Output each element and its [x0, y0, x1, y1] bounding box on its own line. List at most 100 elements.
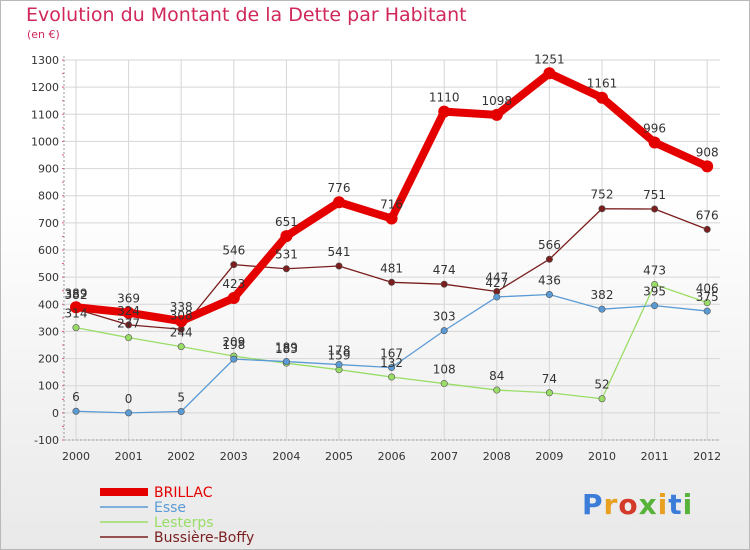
data-point	[545, 389, 553, 397]
data-point	[701, 160, 714, 173]
data-label: 209	[222, 335, 245, 349]
y-tick-label: 400	[38, 298, 59, 311]
data-label: 74	[542, 372, 557, 386]
logo-letter: i	[657, 488, 669, 521]
chart-unit-label: (en €)	[27, 28, 60, 41]
y-tick-label: -100	[34, 434, 59, 447]
data-label: 908	[696, 145, 719, 159]
y-tick-label: 700	[38, 217, 59, 230]
data-label: 382	[65, 288, 88, 302]
logo-letter: i	[682, 488, 694, 521]
y-tick-label: 300	[38, 325, 59, 338]
x-tick-label: 2009	[535, 450, 563, 463]
data-label: 395	[643, 285, 666, 299]
data-label: 436	[538, 274, 561, 288]
data-point	[440, 327, 448, 335]
y-tick-label: 800	[38, 190, 59, 203]
data-point	[177, 407, 185, 415]
data-label: 324	[117, 304, 140, 318]
data-label: 369	[117, 292, 140, 306]
data-point	[125, 409, 133, 417]
data-point	[230, 355, 238, 363]
legend-label-1: Esse	[154, 500, 186, 516]
data-label: 375	[696, 290, 719, 304]
data-point	[651, 302, 659, 310]
axes: -100 0 100 200 300 400 500 600 700 800 900 1000 1100…	[31, 54, 721, 463]
data-point	[493, 293, 501, 301]
data-label: 308	[170, 308, 193, 322]
legend-label-2: Lesterps	[154, 515, 214, 531]
data-point	[703, 307, 711, 315]
data-label: 447	[485, 271, 508, 285]
data-label: 178	[328, 344, 351, 358]
data-label: 108	[433, 363, 456, 377]
data-label: 531	[275, 248, 298, 262]
y-tick-label: 1200	[31, 81, 59, 94]
data-label: 314	[65, 307, 88, 321]
data-label: 52	[594, 378, 609, 392]
y-tick-label: 100	[38, 380, 59, 393]
y-tick-label: 0	[52, 407, 59, 420]
x-tick-label: 2012	[693, 450, 721, 463]
data-label: 751	[643, 188, 666, 202]
data-point	[490, 108, 503, 121]
y-tick-label: 500	[38, 271, 59, 284]
data-point	[545, 291, 553, 299]
x-tick-label: 2006	[378, 450, 406, 463]
y-tick-label: 900	[38, 163, 59, 176]
data-point	[598, 395, 606, 403]
data-label: 1098	[482, 94, 513, 108]
y-tick-label: 1000	[31, 135, 59, 148]
data-point	[651, 280, 659, 288]
data-point	[282, 358, 290, 366]
data-label: 389	[65, 286, 88, 300]
legend-label-0: BRILLAC	[154, 485, 213, 501]
x-tick-label: 2008	[483, 450, 511, 463]
logo-letter: r	[603, 488, 619, 521]
data-point	[335, 361, 343, 369]
data-point	[227, 292, 240, 305]
x-tick-label: 2004	[272, 450, 300, 463]
grid	[64, 59, 720, 441]
x-tick-label: 2002	[167, 450, 195, 463]
data-label: 167	[380, 347, 403, 361]
chart-title: Evolution du Montant de la Dette par Hab…	[26, 4, 467, 26]
data-label: 189	[275, 341, 298, 355]
data-label: 159	[328, 349, 351, 363]
data-label: 1251	[534, 52, 565, 66]
data-point	[703, 299, 711, 307]
data-point	[598, 205, 606, 213]
x-tick-label: 2007	[430, 450, 458, 463]
data-label: 474	[433, 263, 456, 277]
data-label: 546	[222, 244, 245, 258]
data-label: 716	[380, 198, 403, 212]
series-group	[70, 67, 714, 417]
data-point	[438, 105, 451, 118]
data-label: 198	[222, 338, 245, 352]
data-label: 406	[696, 282, 719, 296]
logo-letter: x	[638, 488, 658, 521]
x-tick-label: 2001	[115, 450, 143, 463]
data-point	[388, 373, 396, 381]
x-tick-label: 2003	[220, 450, 248, 463]
logo-letter: t	[668, 488, 683, 521]
data-label: 277	[117, 317, 140, 331]
y-tick-label: 1100	[31, 108, 59, 121]
data-label: 0	[125, 392, 133, 406]
data-label: 6	[72, 390, 80, 404]
data-label: 1110	[429, 91, 460, 105]
legend-label-3: Bussière-Boffy	[154, 530, 254, 546]
logo-letter: o	[618, 488, 639, 521]
data-point	[598, 305, 606, 313]
data-point	[177, 343, 185, 351]
data-point	[282, 265, 290, 273]
data-point	[333, 196, 345, 209]
data-point	[72, 407, 80, 415]
data-label: 651	[275, 215, 298, 229]
data-point	[493, 386, 501, 394]
data-point	[280, 230, 293, 243]
data-label: 382	[591, 288, 614, 302]
data-point	[175, 315, 188, 328]
data-point	[122, 306, 135, 319]
